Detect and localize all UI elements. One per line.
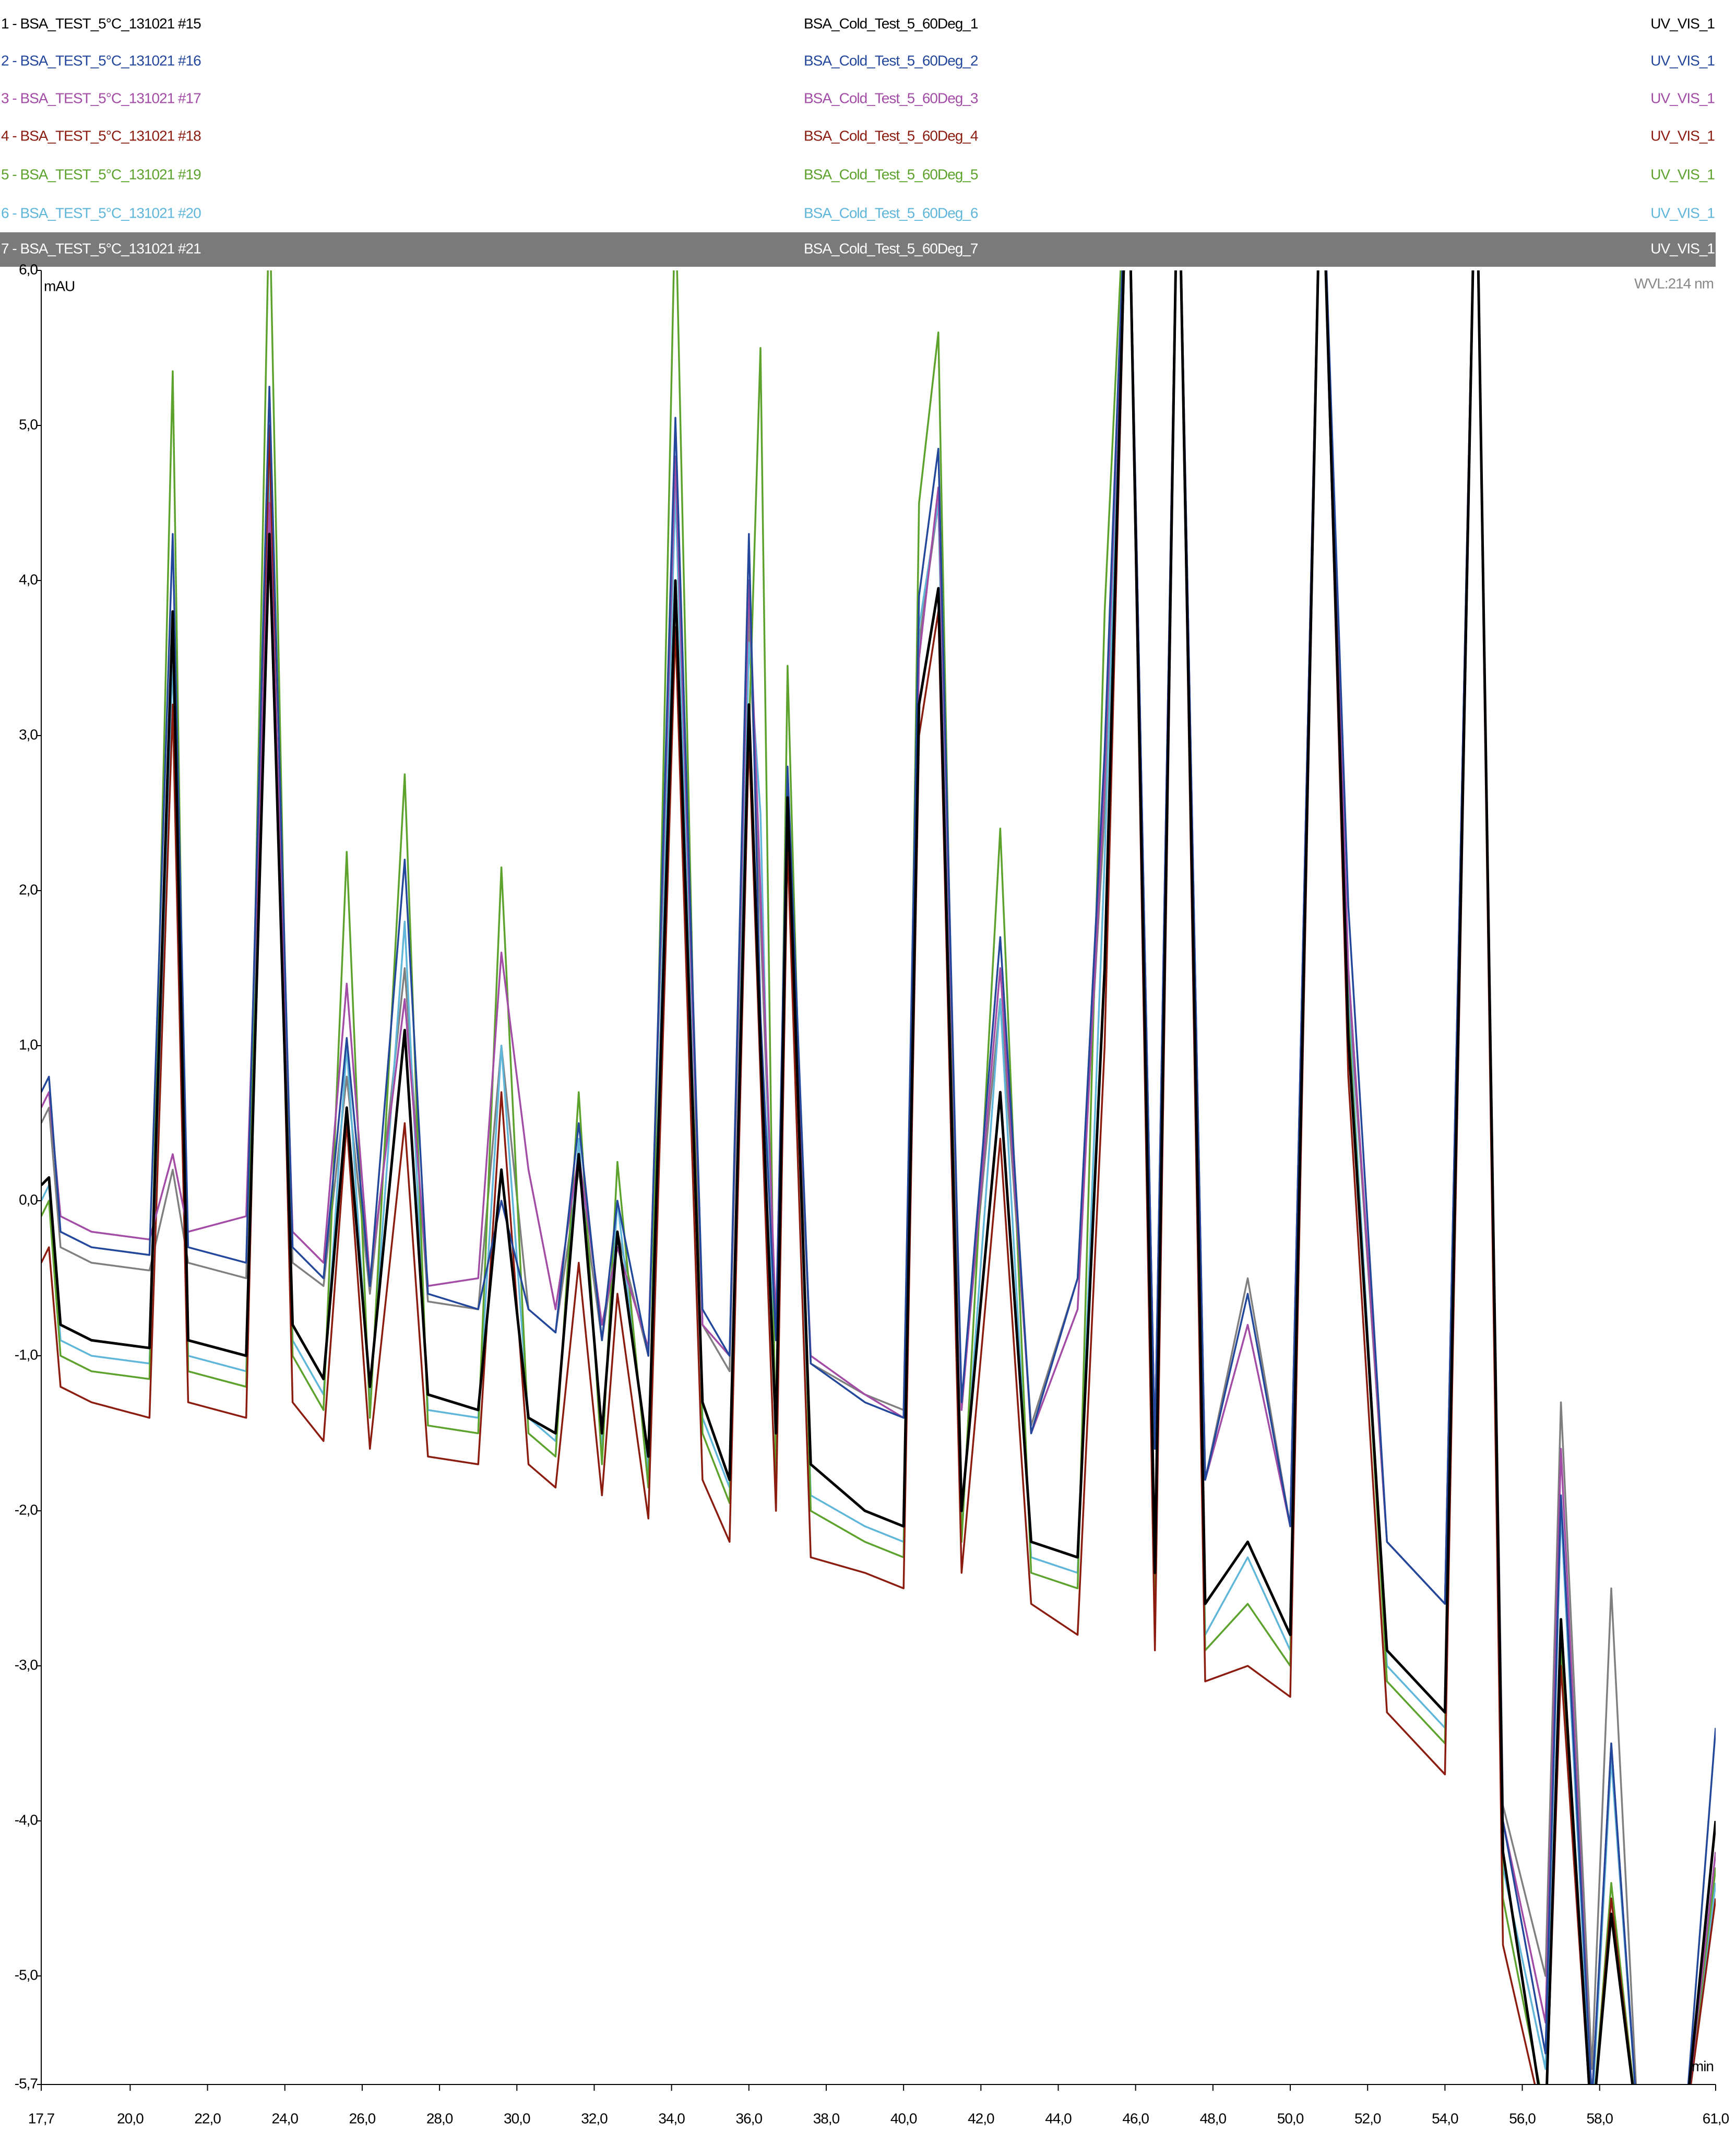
x-tick-label: 48,0 xyxy=(1200,2110,1227,2126)
y-tick-label: -2,0 xyxy=(15,1501,38,1518)
trace xyxy=(41,270,1716,2084)
y-tick-label: 6,0 xyxy=(19,261,38,277)
y-axis-label: mAU xyxy=(44,278,75,294)
y-tick-label: -4,0 xyxy=(15,1811,38,1828)
y-tick-label: 1,0 xyxy=(19,1036,38,1052)
legend-channel: UV_VIS_1 xyxy=(1650,240,1715,256)
legend-sample: BSA_Cold_Test_5_60Deg_1 xyxy=(804,15,978,31)
x-tick-label: 34,0 xyxy=(658,2110,685,2126)
legend-sample: BSA_Cold_Test_5_60Deg_5 xyxy=(804,166,978,182)
legend-sample: BSA_Cold_Test_5_60Deg_3 xyxy=(804,90,978,106)
trace xyxy=(41,270,1716,2084)
x-tick-label: 32,0 xyxy=(581,2110,608,2126)
legend-name: 2 - BSA_TEST_5°C_131021 #16 xyxy=(1,52,201,68)
x-tick-label: 46,0 xyxy=(1122,2110,1149,2126)
y-tick-label: -1,0 xyxy=(15,1346,38,1363)
x-tick-label: 54,0 xyxy=(1432,2110,1458,2126)
legend-sample: BSA_Cold_Test_5_60Deg_7 xyxy=(804,240,978,256)
trace xyxy=(41,270,1716,2084)
x-tick-label: 22,0 xyxy=(194,2110,221,2126)
legend: 1 - BSA_TEST_5°C_131021 #15 BSA_Cold_Test… xyxy=(0,15,1716,267)
trace xyxy=(41,270,1716,2084)
traces xyxy=(41,270,1716,2084)
y-tick-label: 4,0 xyxy=(19,571,38,587)
y-tick-label: -5,7 xyxy=(15,2075,38,2091)
legend-channel: UV_VIS_1 xyxy=(1650,166,1715,182)
y-tick-label: 2,0 xyxy=(19,881,38,897)
trace xyxy=(41,270,1716,2084)
legend-name: 4 - BSA_TEST_5°C_131021 #18 xyxy=(1,127,201,144)
legend-highlight xyxy=(0,232,1716,267)
legend-name: 7 - BSA_TEST_5°C_131021 #21 xyxy=(1,240,201,256)
x-tick-label: 40,0 xyxy=(890,2110,917,2126)
trace xyxy=(41,270,1716,2084)
x-tick-label: 24,0 xyxy=(272,2110,299,2126)
x-tick-label: 42,0 xyxy=(968,2110,994,2126)
legend-channel: UV_VIS_1 xyxy=(1650,127,1715,144)
x-tick-label: 26,0 xyxy=(349,2110,376,2126)
x-axis-label: min xyxy=(1692,2058,1714,2074)
legend-name: 3 - BSA_TEST_5°C_131021 #17 xyxy=(1,90,201,106)
legend-channel: UV_VIS_1 xyxy=(1650,90,1715,106)
x-tick-label: 17,7 xyxy=(28,2110,55,2126)
x-tick-label: 50,0 xyxy=(1277,2110,1304,2126)
y-tick-label: 3,0 xyxy=(19,726,38,742)
y-tick-label: -5,0 xyxy=(15,1967,38,1983)
legend-sample: BSA_Cold_Test_5_60Deg_4 xyxy=(804,127,978,144)
x-tick-label: 28,0 xyxy=(426,2110,453,2126)
legend-name: 5 - BSA_TEST_5°C_131021 #19 xyxy=(1,166,201,182)
y-tick-label: 0,0 xyxy=(19,1191,38,1207)
legend-name: 6 - BSA_TEST_5°C_131021 #20 xyxy=(1,205,201,221)
wavelength-note: WVL:214 nm xyxy=(1634,275,1714,291)
legend-sample: BSA_Cold_Test_5_60Deg_6 xyxy=(804,205,978,221)
legend-sample: BSA_Cold_Test_5_60Deg_2 xyxy=(804,52,978,68)
x-tick-label: 61,0 xyxy=(1703,2110,1729,2126)
x-tick-label: 30,0 xyxy=(504,2110,530,2126)
x-tick-label: 52,0 xyxy=(1354,2110,1381,2126)
x-tick-label: 20,0 xyxy=(117,2110,144,2126)
legend-channel: UV_VIS_1 xyxy=(1650,52,1715,68)
legend-channel: UV_VIS_1 xyxy=(1650,205,1715,221)
legend-name: 1 - BSA_TEST_5°C_131021 #15 xyxy=(1,15,201,31)
y-tick-label: 5,0 xyxy=(19,416,38,432)
trace xyxy=(41,270,1716,2084)
x-tick-label: 36,0 xyxy=(736,2110,763,2126)
x-tick-label: 58,0 xyxy=(1586,2110,1613,2126)
x-tick-label: 56,0 xyxy=(1509,2110,1536,2126)
x-tick-label: 38,0 xyxy=(813,2110,840,2126)
y-tick-label: -3,0 xyxy=(15,1656,38,1673)
x-tick-label: 44,0 xyxy=(1045,2110,1072,2126)
legend-channel: UV_VIS_1 xyxy=(1650,15,1715,31)
